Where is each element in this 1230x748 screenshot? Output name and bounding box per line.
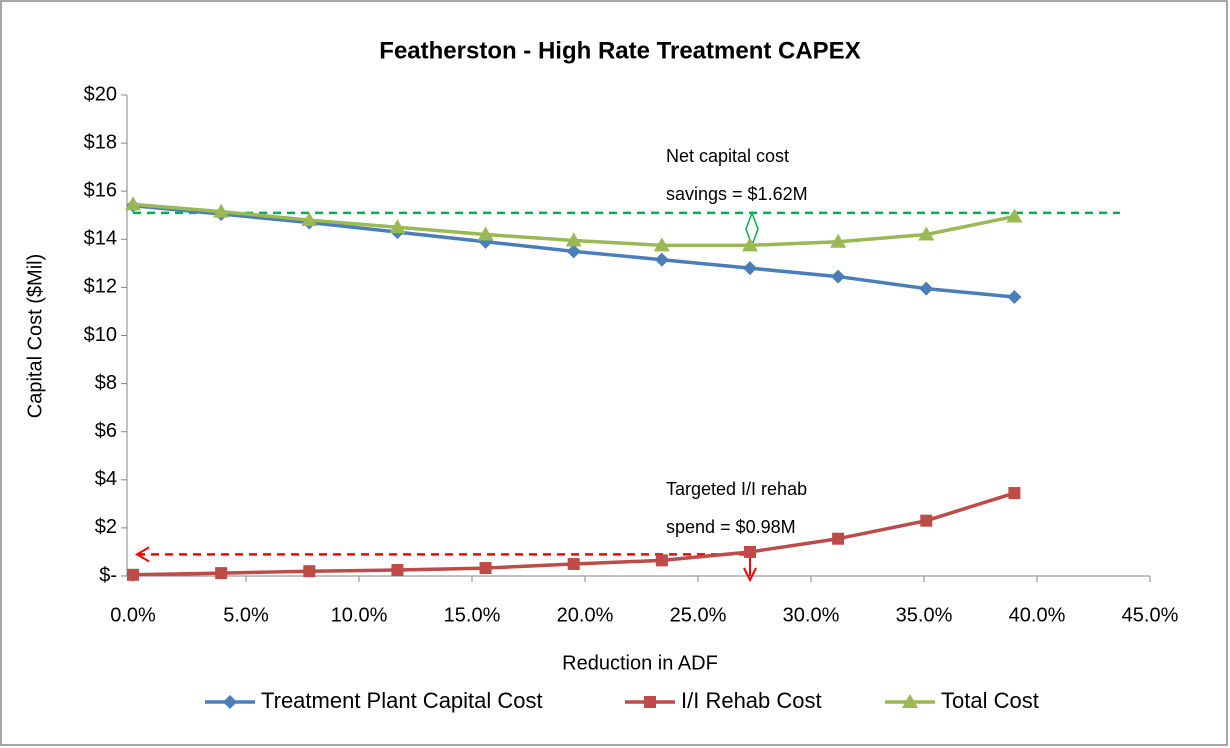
- y-tick-label: $2: [95, 516, 117, 538]
- data-point: [655, 554, 668, 567]
- data-point: [653, 237, 670, 252]
- data-point: [566, 244, 581, 259]
- x-tick-label: 10.0%: [331, 604, 388, 626]
- data-point: [477, 226, 494, 241]
- data-point: [1007, 290, 1022, 305]
- data-point: [832, 532, 845, 545]
- y-tick-label: $10: [84, 324, 117, 346]
- data-point: [742, 261, 757, 276]
- data-point: [741, 237, 758, 252]
- data-point: [125, 196, 141, 211]
- data-point: [831, 269, 846, 284]
- x-tick-label: 25.0%: [670, 604, 727, 626]
- legend-label: Total Cost: [941, 688, 1039, 713]
- data-point: [743, 545, 756, 558]
- legend-marker: [223, 695, 237, 709]
- chart-title: Featherston - High Rate Treatment CAPEX: [379, 37, 860, 64]
- x-tick-label: 15.0%: [444, 604, 501, 626]
- annotation: savings = $1.62M: [666, 184, 808, 204]
- y-tick-label: $16: [84, 179, 117, 201]
- arrow-head: [743, 567, 757, 583]
- annotation: Targeted I/I rehab: [666, 479, 807, 499]
- data-point: [389, 219, 406, 234]
- x-tick-label: 0.0%: [110, 604, 156, 626]
- y-tick-label: $-: [99, 564, 117, 586]
- y-tick-label: $4: [95, 468, 117, 490]
- data-point: [918, 226, 935, 241]
- legend-label: Treatment Plant Capital Cost: [261, 688, 543, 713]
- x-tick-label: 30.0%: [783, 604, 840, 626]
- y-tick-label: $14: [84, 228, 117, 250]
- data-point: [479, 562, 492, 575]
- data-point: [919, 281, 934, 296]
- x-tick-label: 40.0%: [1009, 604, 1066, 626]
- data-point: [303, 565, 316, 578]
- x-tick-label: 45.0%: [1122, 604, 1179, 626]
- x-tick-label: 20.0%: [557, 604, 614, 626]
- data-point: [127, 568, 139, 581]
- legend-label: I/I Rehab Cost: [681, 688, 822, 713]
- annotation: Net capital cost: [666, 146, 789, 166]
- y-tick-label: $20: [84, 83, 117, 105]
- data-point: [391, 563, 404, 576]
- data-point: [654, 252, 669, 267]
- legend-marker: [644, 696, 656, 708]
- y-tick-label: $12: [84, 276, 117, 298]
- y-tick-label: $8: [95, 372, 117, 394]
- arrow-head: [135, 546, 150, 563]
- y-axis-title: Capital Cost ($Mil): [24, 254, 46, 418]
- y-tick-label: $18: [84, 131, 117, 153]
- data-point: [567, 557, 580, 570]
- data-point: [830, 233, 847, 248]
- data-point: [1008, 487, 1021, 500]
- data-point: [565, 232, 582, 247]
- x-tick-label: 5.0%: [223, 604, 269, 626]
- data-point: [213, 203, 230, 218]
- annotation: spend = $0.98M: [666, 517, 796, 537]
- x-axis-title: Reduction in ADF: [562, 652, 718, 674]
- x-tick-label: 35.0%: [896, 604, 953, 626]
- y-tick-label: $6: [95, 420, 117, 442]
- legend-marker: [902, 694, 918, 708]
- data-point: [215, 567, 228, 580]
- data-point: [920, 514, 933, 527]
- data-point: [1006, 208, 1023, 223]
- data-point: [301, 212, 318, 227]
